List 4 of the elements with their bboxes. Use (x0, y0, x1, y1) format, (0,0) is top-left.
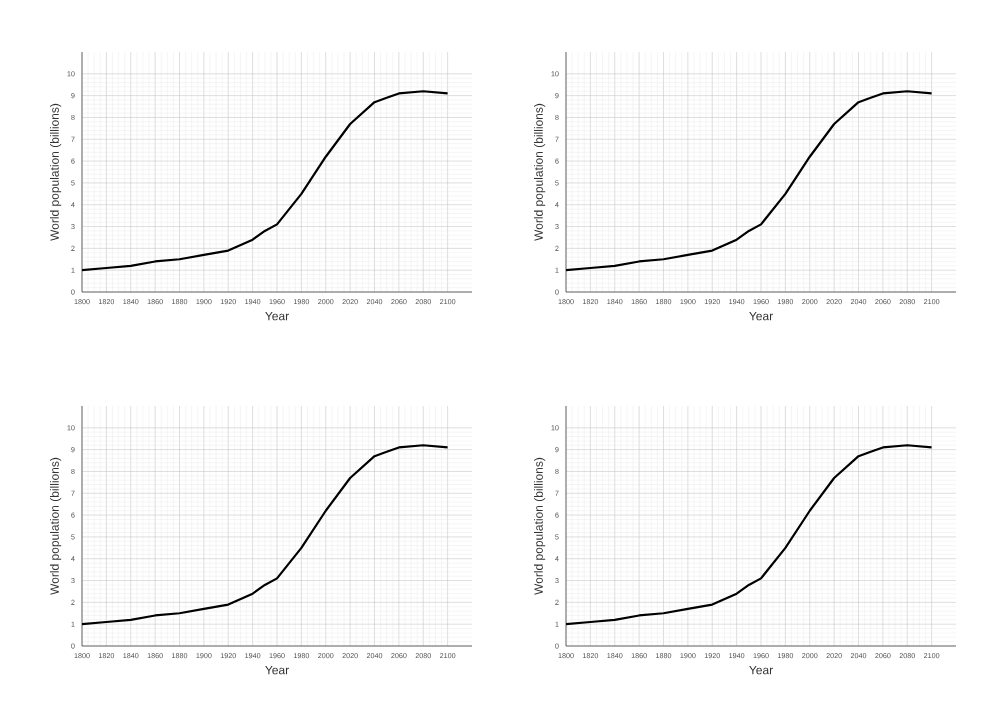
line-series (82, 444, 449, 626)
line-series (566, 444, 933, 626)
line-series (82, 90, 449, 272)
line-series (566, 90, 933, 272)
